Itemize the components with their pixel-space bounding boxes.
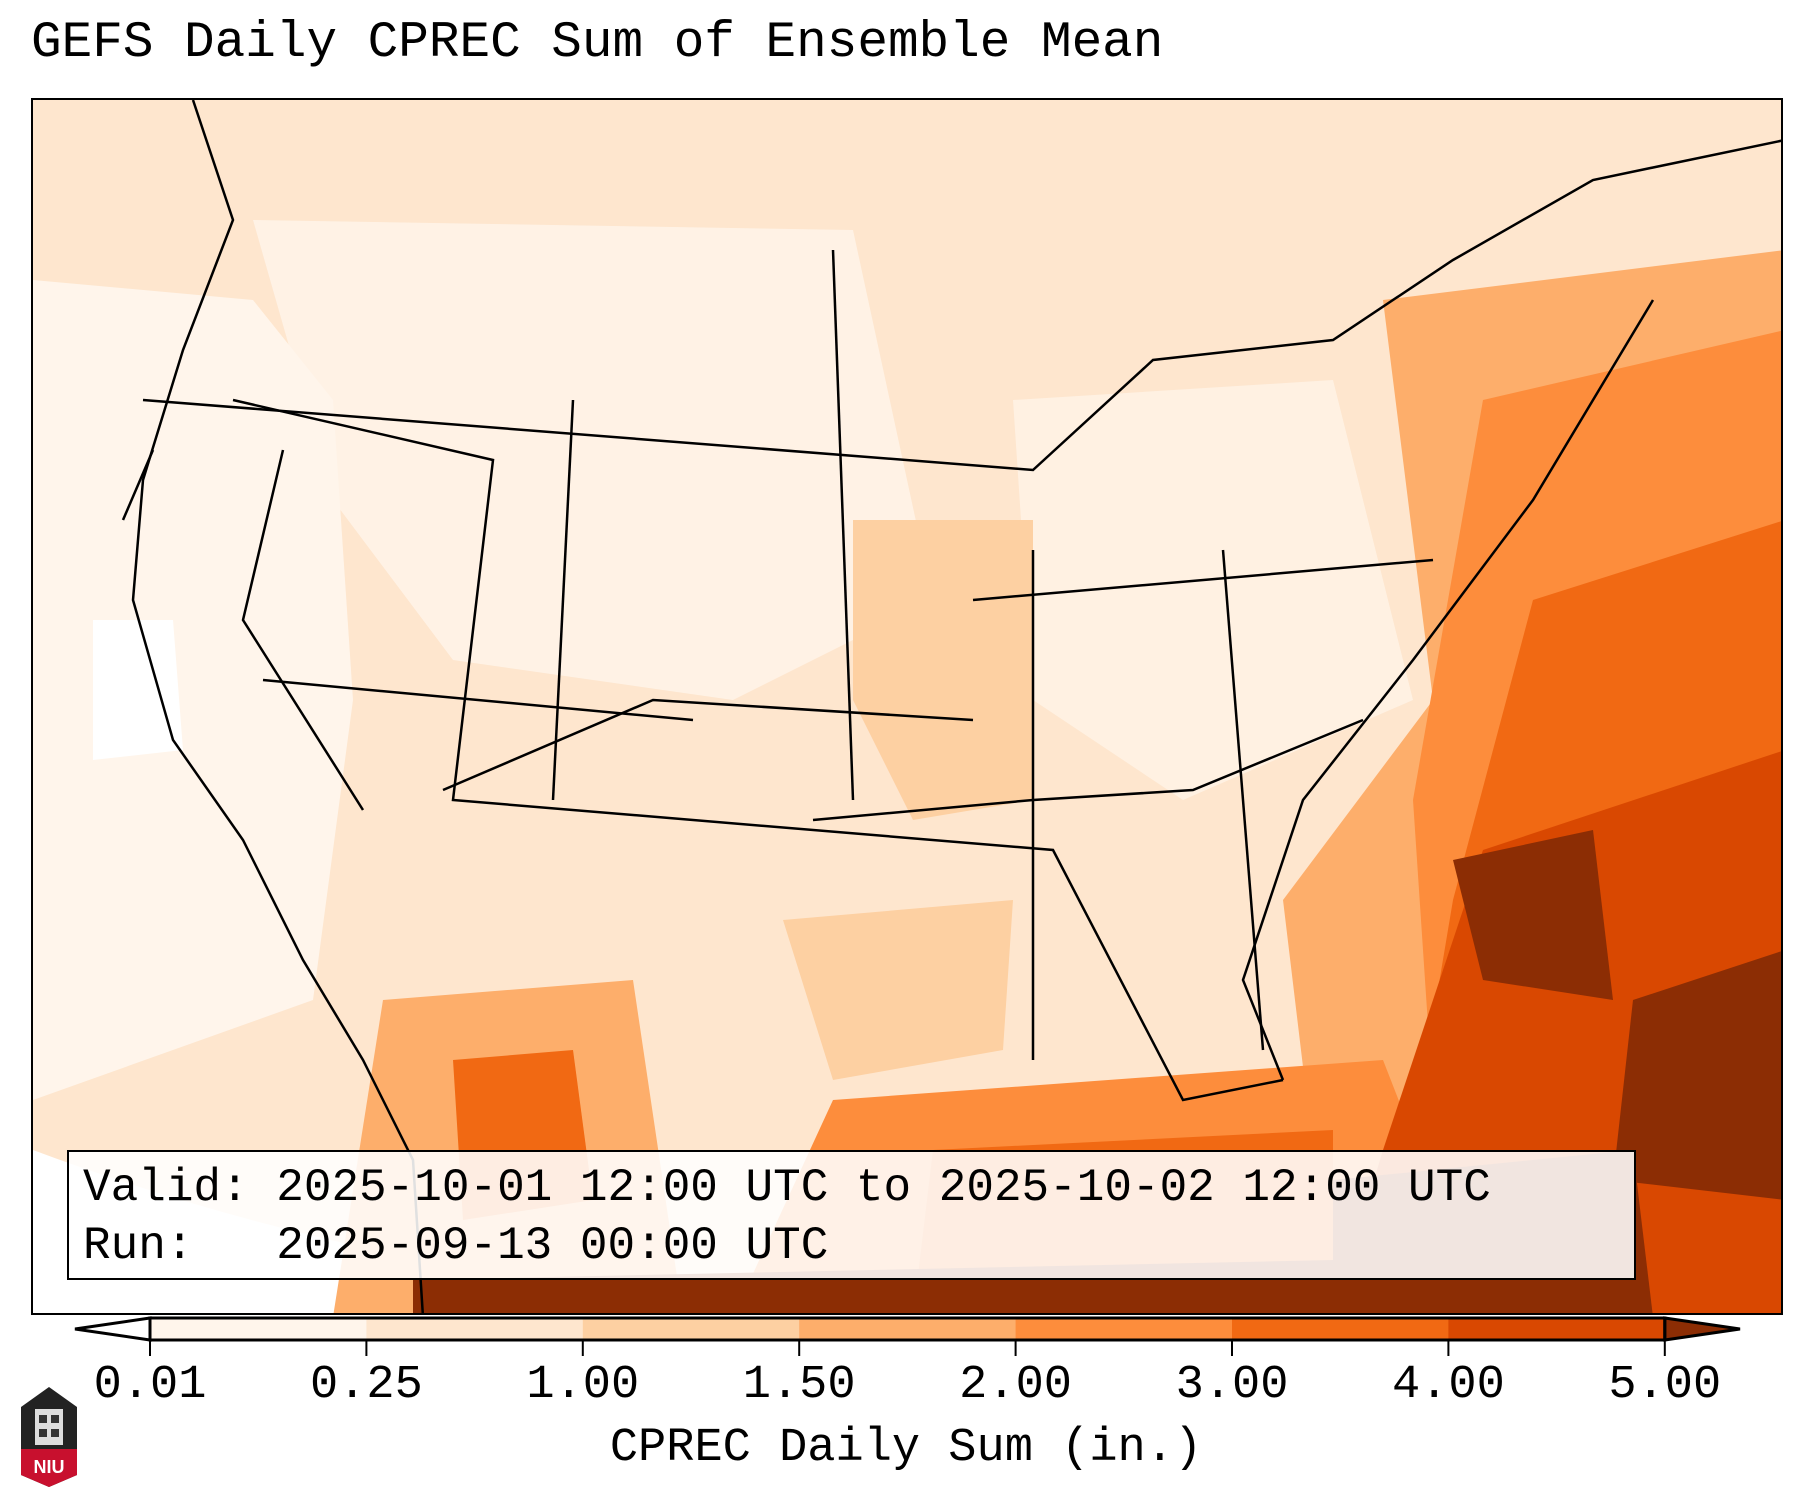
colorbar-segment <box>366 1318 584 1340</box>
colorbar-tick-label: 1.50 <box>742 1359 856 1412</box>
colorbar-tick-label: 1.00 <box>526 1359 640 1412</box>
colorbar-tick-label: 2.00 <box>959 1359 1073 1412</box>
valid-time-text: Valid: 2025-10-01 12:00 UTC to 2025-10-0… <box>83 1162 1491 1214</box>
colorbar-segment <box>1232 1318 1449 1340</box>
colorbar-tick-label: 5.00 <box>1608 1359 1722 1412</box>
valid-run-info-box: Valid: 2025-10-01 12:00 UTC to 2025-10-0… <box>67 1150 1636 1280</box>
colorbar-segment <box>150 1318 367 1340</box>
colorbar-under-extension <box>74 1316 152 1342</box>
state-borders <box>121 100 1781 1313</box>
colorbar-tick-label: 0.01 <box>93 1359 207 1412</box>
colorbar-tick-label: 4.00 <box>1391 1359 1505 1412</box>
colorbar-segment <box>799 1318 1017 1340</box>
colorbar-over-extension <box>1663 1316 1741 1342</box>
precipitation-map <box>31 98 1783 1315</box>
colorbar-tick-label: 3.00 <box>1175 1359 1289 1412</box>
run-time-text: Run: 2025-09-13 00:00 UTC <box>83 1219 829 1272</box>
map-title: GEFS Daily CPREC Sum of Ensemble Mean <box>31 15 1164 72</box>
colorbar <box>74 1316 1741 1356</box>
niu-logo-text: NIU <box>34 1457 65 1477</box>
colorbar-frame <box>148 1316 1667 1342</box>
colorbar-segment <box>582 1318 800 1340</box>
colorbar-tick-label: 0.25 <box>309 1359 423 1412</box>
colorbar-label: CPREC Daily Sum (in.) <box>609 1422 1203 1475</box>
niu-logo: NIU <box>21 1387 77 1487</box>
colorbar-segment <box>1015 1318 1233 1340</box>
colorbar-segment <box>1448 1318 1666 1340</box>
